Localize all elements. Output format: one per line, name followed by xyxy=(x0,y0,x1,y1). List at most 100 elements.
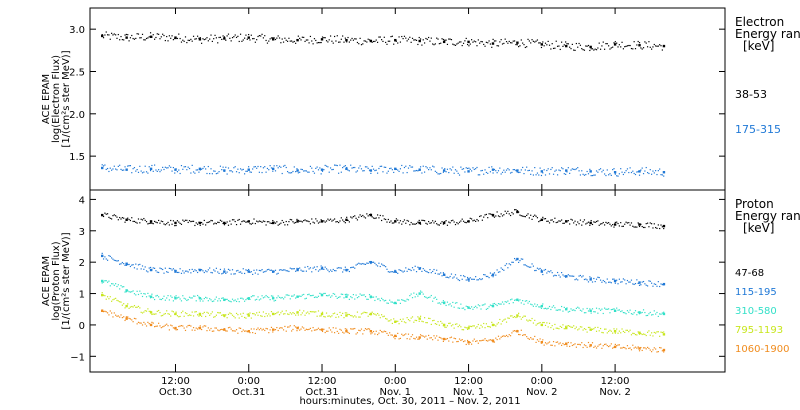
scatter-dot xyxy=(241,315,243,317)
scatter-dot xyxy=(484,338,486,340)
scatter-dot xyxy=(291,330,293,332)
scatter-dot xyxy=(573,49,575,51)
scatter-dot xyxy=(532,322,535,324)
scatter-dot xyxy=(624,312,626,314)
scatter-dot xyxy=(539,220,541,222)
scatter-dot xyxy=(257,273,259,275)
scatter-dot xyxy=(227,268,230,270)
scatter-dot xyxy=(440,337,442,339)
scatter-dot xyxy=(398,222,400,224)
data-point xyxy=(369,169,373,172)
data-point xyxy=(467,340,470,344)
scatter-dot xyxy=(461,329,463,331)
scatter-dot xyxy=(378,167,380,170)
scatter-dot xyxy=(308,328,310,330)
data-point xyxy=(198,167,202,171)
scatter-dot xyxy=(355,333,357,335)
scatter-dot xyxy=(139,263,141,266)
scatter-dot xyxy=(422,335,424,337)
scatter-dot xyxy=(496,211,498,213)
scatter-dot xyxy=(544,268,547,271)
scatter-dot xyxy=(309,223,312,225)
scatter-dot xyxy=(219,329,222,331)
scatter-dot xyxy=(429,268,431,271)
scatter-dot xyxy=(437,38,439,40)
scatter-dot xyxy=(227,33,230,35)
scatter-dot xyxy=(258,329,260,331)
scatter-dot xyxy=(489,213,492,215)
scatter-dot xyxy=(158,219,160,222)
scatter-dot xyxy=(295,314,297,316)
scatter-dot xyxy=(407,319,410,321)
scatter-dot xyxy=(176,328,179,331)
scatter-dot xyxy=(250,328,252,330)
data-point xyxy=(101,293,104,297)
scatter-dot xyxy=(489,339,492,341)
scatter-dot xyxy=(430,169,432,171)
scatter-dot xyxy=(492,38,494,40)
scatter-dot xyxy=(415,271,418,273)
scatter-dot xyxy=(320,173,322,175)
scatter-dot xyxy=(374,262,376,264)
scatter-dot xyxy=(444,39,446,41)
scatter-dot xyxy=(304,314,306,316)
scatter-dot xyxy=(651,173,653,175)
scatter-dot xyxy=(346,328,348,330)
scatter-dot xyxy=(309,165,312,167)
scatter-dot xyxy=(249,223,251,225)
scatter-dot xyxy=(642,47,645,49)
scatter-dot xyxy=(573,309,575,311)
scatter-dot xyxy=(616,42,618,44)
scatter-dot xyxy=(343,297,345,299)
scatter-dot xyxy=(630,279,633,281)
scatter-dot xyxy=(242,220,244,222)
scatter-dot xyxy=(645,348,647,350)
scatter-dot xyxy=(356,170,359,172)
scatter-dot xyxy=(407,167,410,169)
scatter-dot xyxy=(485,275,487,278)
data-point xyxy=(101,309,104,313)
scatter-dot xyxy=(370,39,372,41)
scatter-dot xyxy=(614,41,616,43)
scatter-dot xyxy=(202,223,204,225)
scatter-dot xyxy=(445,171,447,173)
scatter-dot xyxy=(209,298,211,300)
scatter-dot xyxy=(595,307,598,309)
scatter-dot xyxy=(273,329,275,331)
data-point xyxy=(320,267,324,270)
scatter-dot xyxy=(638,313,641,315)
scatter-dot xyxy=(355,38,357,40)
scatter-dot xyxy=(129,306,132,308)
scatter-dot xyxy=(461,44,463,47)
scatter-dot xyxy=(336,297,338,299)
scatter-dot xyxy=(579,326,582,328)
scatter-dot xyxy=(158,169,160,171)
scatter-dot xyxy=(497,322,500,324)
scatter-dot xyxy=(559,48,561,51)
scatter-dot xyxy=(304,298,306,300)
scatter-dot xyxy=(601,171,603,173)
scatter-dot xyxy=(530,42,532,44)
data-point xyxy=(662,224,666,228)
scatter-dot xyxy=(554,47,556,49)
scatter-dot xyxy=(372,168,375,170)
scatter-dot xyxy=(132,37,134,40)
scatter-dot xyxy=(505,301,508,303)
scatter-dot xyxy=(531,218,533,220)
scatter-dot xyxy=(243,37,246,39)
scatter-dot xyxy=(167,167,169,169)
scatter-dot xyxy=(211,220,213,222)
scatter-dot xyxy=(153,326,156,328)
scatter-dot xyxy=(109,255,111,258)
scatter-dot xyxy=(194,224,196,227)
scatter-dot xyxy=(265,270,267,272)
scatter-dot xyxy=(613,346,615,348)
scatter-dot xyxy=(544,324,547,327)
scatter-dot xyxy=(199,269,201,272)
scatter-dot xyxy=(352,328,355,330)
scatter-dot xyxy=(219,165,222,167)
scatter-dot xyxy=(218,221,220,224)
scatter-dot xyxy=(300,328,302,330)
scatter-dot xyxy=(632,313,634,315)
scatter-dot xyxy=(469,307,471,310)
